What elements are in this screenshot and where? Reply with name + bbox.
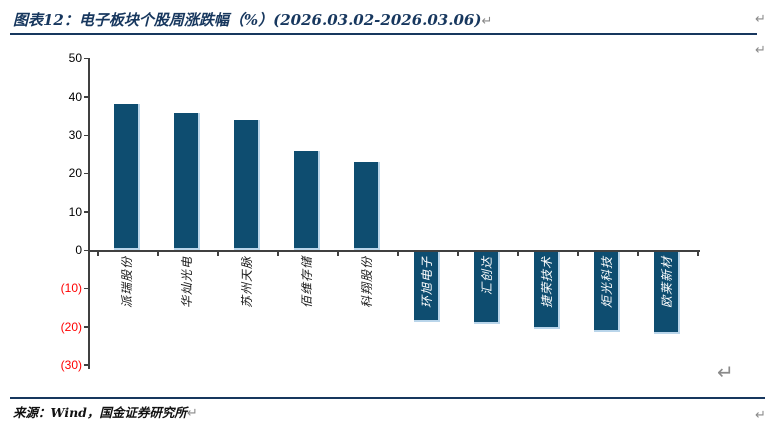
chart-title-text: 图表12：电子板块个股周涨跌幅（%）(2026.03.02-2026.03.06… [13,11,482,29]
x-tick [277,251,279,256]
bar-捷荣技术 [534,251,560,330]
return-mark-icon: ↵ [755,42,766,57]
title-underline [10,33,757,35]
y-tick [84,287,88,290]
y-tick-label: 10 [68,204,82,219]
return-mark-icon: ↵ [717,362,734,384]
x-axis [88,250,700,252]
return-mark-icon: ↵ [481,14,493,29]
bar-炬光科技 [594,251,620,332]
y-tick [84,96,88,98]
y-tick [84,326,88,328]
bar-label-苏州天脉: 苏州天脉 [239,256,254,309]
bar-label-欧莱新材: 欧莱新材 [659,256,674,309]
y-tick-label: (20) [60,319,82,334]
source-text: 来源：Wind，国金证券研究所 [13,405,187,420]
y-tick-label: 50 [68,51,82,66]
bar-label-捷荣技术: 捷荣技术 [539,256,554,309]
bar-label-汇创达: 汇创达 [479,256,494,296]
bar-label-环旭电子: 环旭电子 [419,256,434,309]
y-tick [84,249,88,251]
y-tick-label: (30) [60,357,82,372]
return-mark-icon: ↵ [186,406,198,421]
x-tick [97,251,99,256]
bar-环旭电子 [414,251,440,322]
x-tick [577,251,579,256]
y-tick [84,211,88,213]
bar-label-佰维存储: 佰维存储 [299,256,314,309]
y-tick [84,57,88,60]
bar-苏州天脉 [234,120,260,250]
bar-label-科翔股份: 科翔股份 [359,256,374,309]
bar-label-炬光科技: 炬光科技 [599,256,614,309]
bar-欧莱新材 [654,251,680,335]
x-tick [217,251,219,256]
x-tick [157,251,159,256]
bar-派瑞股份 [114,103,140,250]
source-note: 来源：Wind，国金证券研究所↵ [13,402,198,421]
bar-汇创达 [474,251,500,325]
bar-华灿光电 [174,113,200,250]
bar-label-华灿光电: 华灿光电 [179,256,194,309]
bar-佰维存储 [294,150,320,250]
x-tick [517,251,519,256]
y-tick-label: 20 [68,166,82,181]
x-tick [637,251,639,256]
y-tick-label: 30 [68,128,82,142]
footer-rule [10,397,765,399]
y-tick [84,364,88,366]
chart-title: 图表12：电子板块个股周涨跌幅（%）(2026.03.02-2026.03.06… [13,9,492,30]
bar-label-派瑞股份: 派瑞股份 [119,256,134,309]
y-tick-label: (10) [60,281,82,296]
y-tick [84,172,88,175]
y-tick-label: 40 [68,89,82,104]
return-mark-icon: ↵ [755,407,766,422]
x-tick [397,251,399,256]
x-tick [457,251,459,256]
bar-科翔股份 [354,161,380,250]
y-tick [84,134,88,136]
return-mark-icon: ↵ [755,11,766,26]
y-axis [88,58,90,369]
x-tick [697,251,699,256]
x-tick [337,251,339,256]
y-tick-label: 0 [75,243,82,257]
